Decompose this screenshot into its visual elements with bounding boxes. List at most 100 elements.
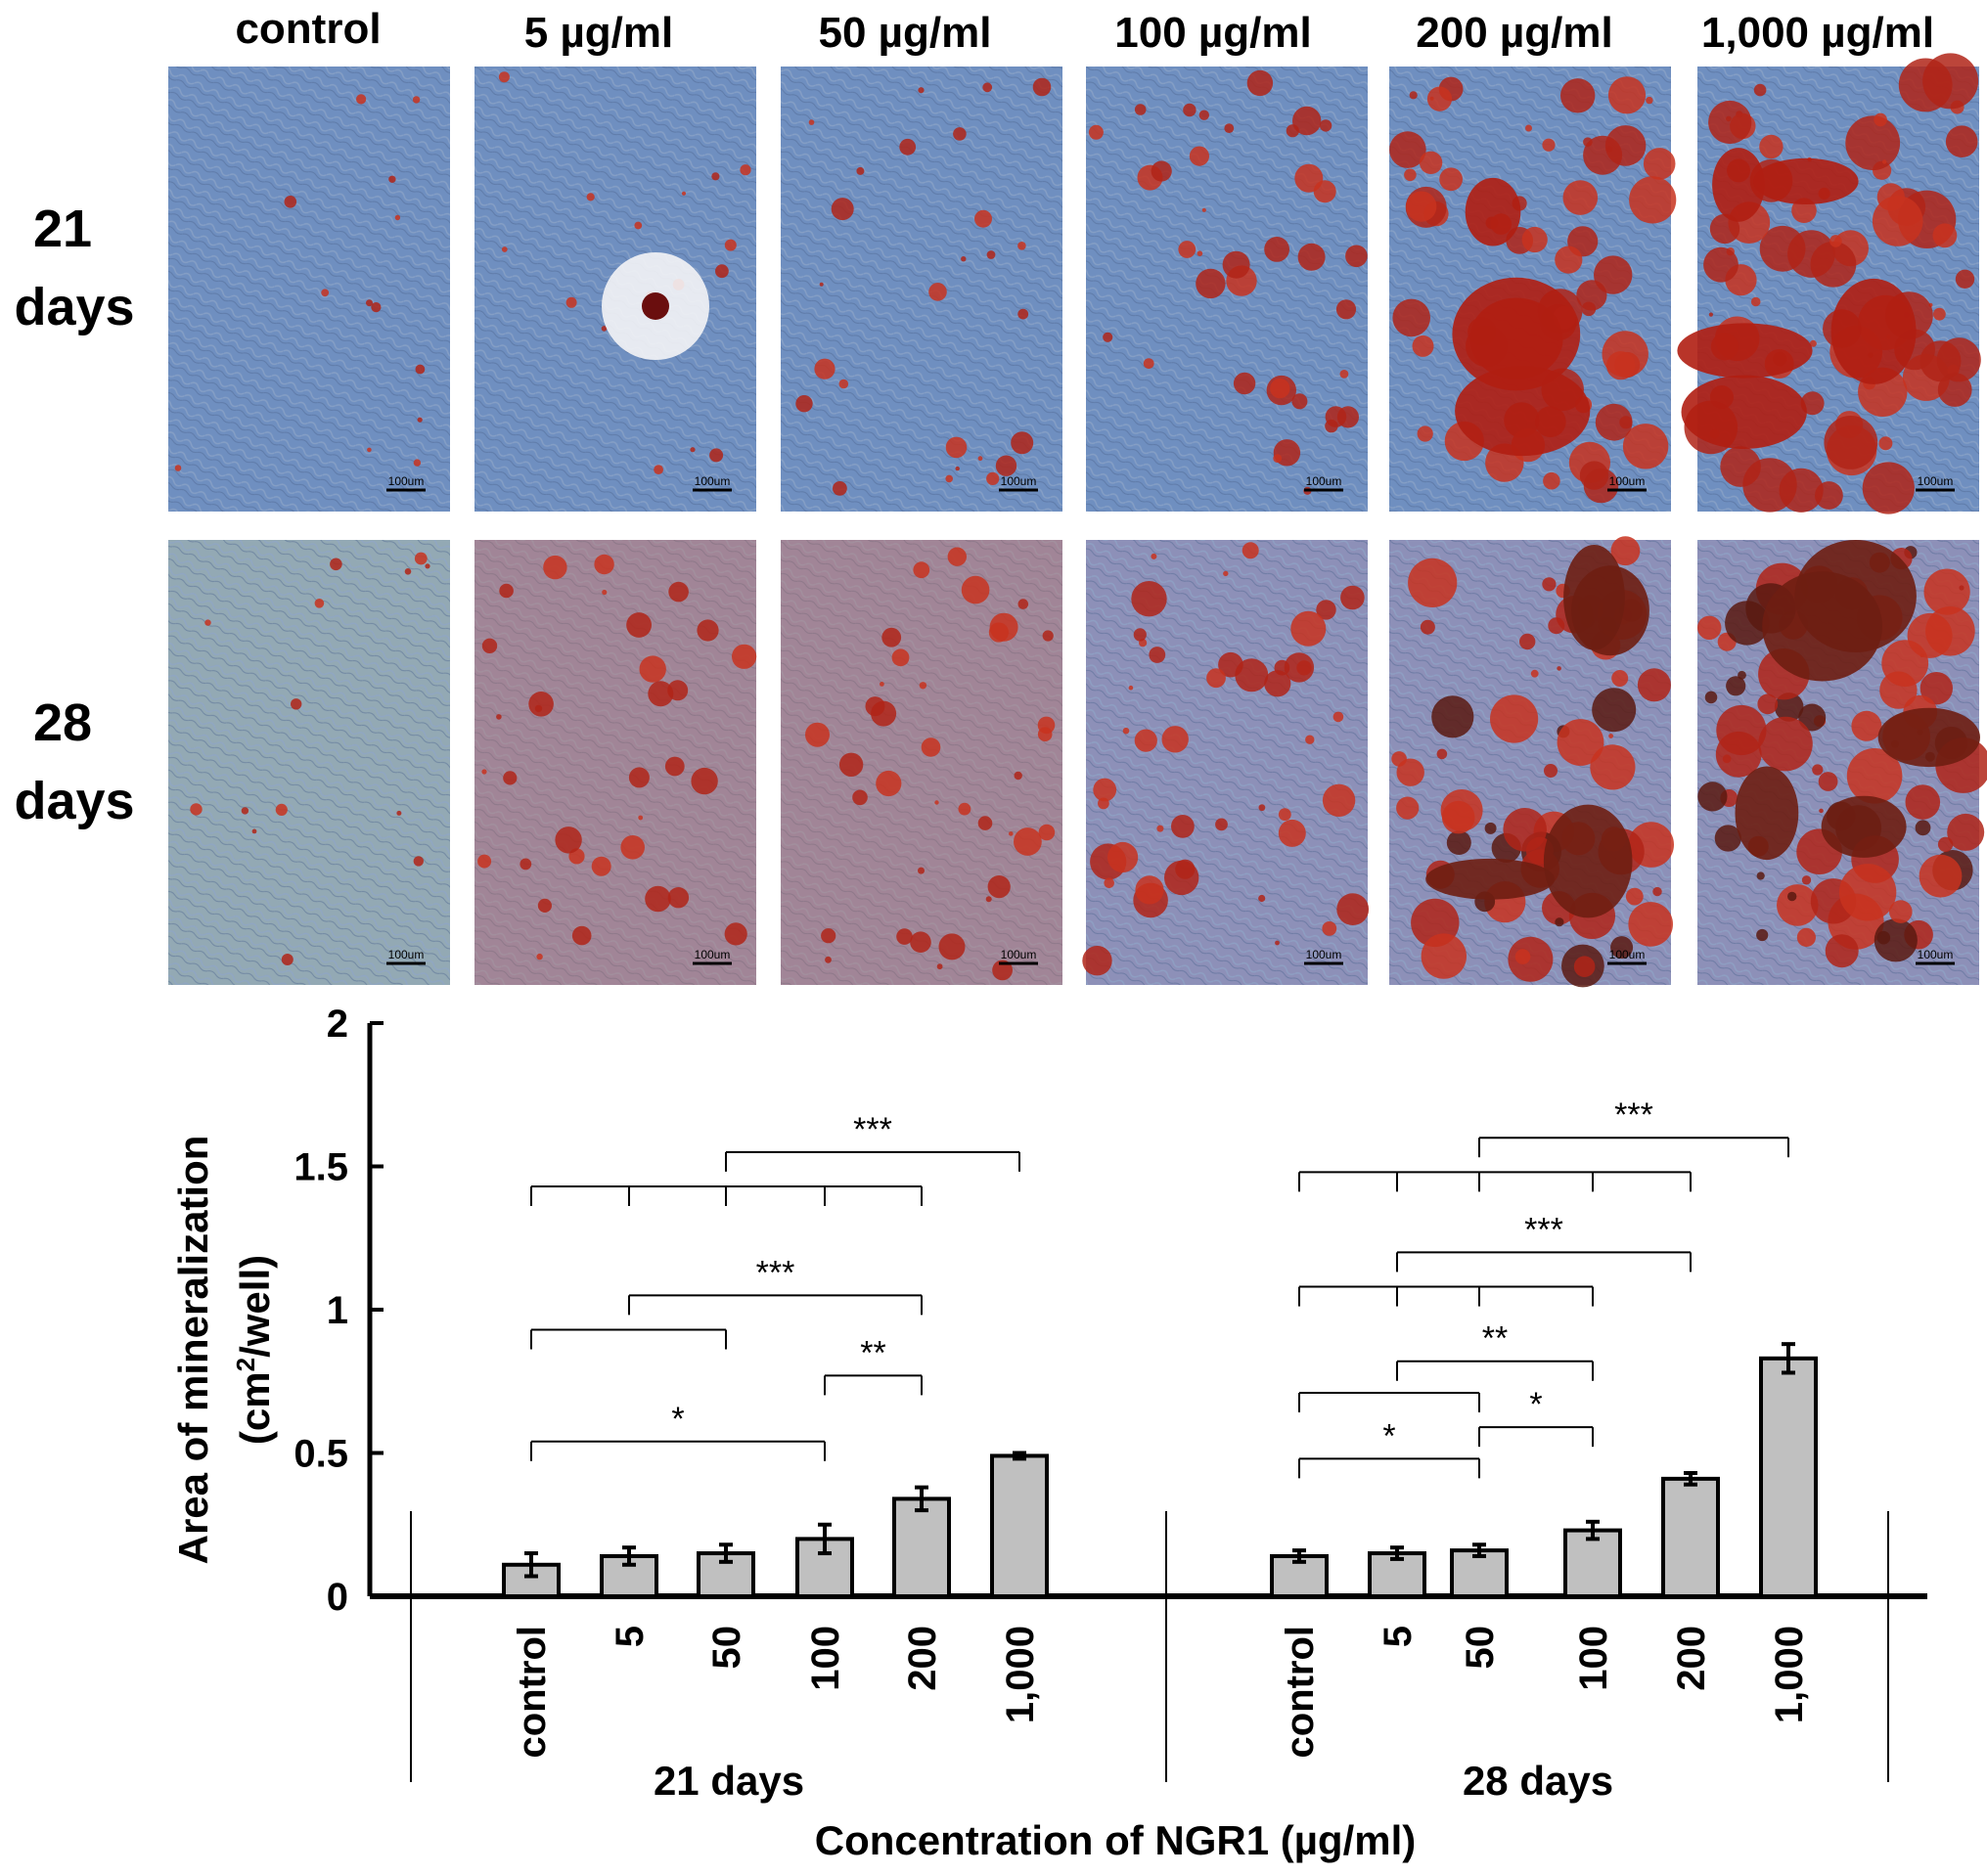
significance-label: * (1529, 1386, 1542, 1423)
micrograph-r0-c2: 100um (781, 67, 1062, 512)
group-label: 28 days (1463, 1758, 1613, 1804)
y-tick-label: 0 (327, 1576, 348, 1619)
row-label-28-days: days (14, 772, 134, 830)
bar (1563, 1528, 1622, 1598)
y-axis-label-line2: (cm2/well) (231, 1255, 278, 1445)
micrograph-r0-c5: 100um (1677, 53, 1981, 514)
significance-bracket: *** (1396, 1211, 1692, 1273)
y-tick-label: 1.5 (294, 1146, 348, 1189)
col-label-control: control (235, 5, 381, 53)
scale-bar-text: 100um (695, 948, 731, 961)
significance-bracket (530, 1185, 923, 1207)
scale-bar: 100um (999, 948, 1038, 965)
x-tick-label: control (1279, 1626, 1322, 1759)
scale-bar: 100um (386, 948, 426, 965)
significance-label: ** (860, 1334, 885, 1371)
scale-bar-text: 100um (695, 474, 731, 488)
significance-bracket: *** (628, 1254, 923, 1316)
col-label-200: 200 µg/ml (1416, 9, 1612, 57)
y-tick-label: 2 (327, 1003, 348, 1046)
group-label: 21 days (654, 1758, 804, 1804)
micrograph-r0-c1: 100um (474, 67, 756, 512)
x-tick-label: 100 (804, 1626, 847, 1691)
x-tick-label: 5 (1377, 1626, 1420, 1647)
micrograph-r0-c3: 100um (1086, 67, 1368, 512)
y-axis-label-sup: 2 (231, 1358, 260, 1371)
row-label-21-number: 21 (33, 200, 92, 258)
row-label-28-number: 28 (33, 693, 92, 752)
scale-bar-text: 100um (1306, 474, 1342, 488)
scale-bar: 100um (1607, 474, 1647, 492)
scale-bar: 100um (1304, 948, 1343, 965)
significance-label: *** (853, 1111, 892, 1148)
micrograph-r1-c4: 100um (1389, 536, 1674, 988)
significance-label: *** (1614, 1096, 1653, 1134)
scale-bar: 100um (386, 474, 426, 492)
col-label-5: 5 µg/ml (524, 9, 674, 57)
scale-bar: 100um (999, 474, 1038, 492)
x-tick-label: 50 (1459, 1626, 1502, 1670)
micrograph-grid: 100um 100um 100um 100um 100um 100um 100um 100um… (168, 53, 1987, 988)
significance-bracket (1298, 1391, 1480, 1412)
micrograph-r1-c1: 100um (474, 540, 757, 985)
scale-bar: 100um (1607, 948, 1647, 965)
x-tick-label: 50 (705, 1626, 748, 1670)
significance-bracket (1298, 1171, 1692, 1192)
significance-label: * (1382, 1417, 1395, 1454)
scale-bar-text: 100um (1306, 948, 1342, 961)
x-tick-label: 200 (901, 1626, 944, 1691)
significance-bracket: ** (824, 1334, 923, 1396)
col-label-1000: 1,000 µg/ml (1701, 9, 1934, 57)
scale-bar-text: 100um (388, 474, 425, 488)
micrograph-r0-c0: 100um (168, 67, 450, 512)
micrograph-r1-c3: 100um (1082, 540, 1370, 985)
x-tick-label: 100 (1572, 1626, 1615, 1691)
scale-bar-text: 100um (1918, 948, 1954, 961)
significance-bracket (1298, 1285, 1594, 1307)
significance-bracket: *** (725, 1111, 1020, 1172)
x-tick-label: 1,000 (1768, 1626, 1811, 1723)
significance-label: *** (1524, 1211, 1563, 1248)
significance-bracket: * (1298, 1417, 1480, 1479)
scale-bar-text: 100um (1609, 474, 1646, 488)
significance-bracket: ** (1396, 1320, 1594, 1381)
bar (1759, 1356, 1818, 1599)
bar (892, 1496, 951, 1599)
bar (990, 1453, 1049, 1599)
x-axis-label: Concentration of NGR1 (µg/ml) (815, 1817, 1417, 1863)
micrograph-r1-c2: 100um (781, 540, 1062, 985)
y-tick-label: 1 (327, 1289, 348, 1332)
significance-label: * (671, 1401, 684, 1438)
x-tick-label: 1,000 (999, 1626, 1042, 1723)
significance-bracket (530, 1328, 727, 1350)
row-label-21-days: days (14, 278, 134, 336)
x-tick-label: control (511, 1626, 554, 1759)
significance-bracket: * (1478, 1386, 1594, 1448)
y-tick-label: 0.5 (294, 1433, 348, 1476)
x-tick-label: 5 (609, 1626, 652, 1647)
col-label-50: 50 µg/ml (819, 9, 992, 57)
bar (1661, 1476, 1720, 1598)
significance-bracket: * (530, 1401, 826, 1461)
y-axis-label-pre: (cm (232, 1371, 278, 1445)
scale-bar-text: 100um (1001, 474, 1037, 488)
y-axis-label-line1: Area of mineralization (170, 1136, 216, 1565)
scale-bar: 100um (1916, 948, 1955, 965)
scale-bar-text: 100um (1001, 948, 1037, 961)
micrograph-r1-c5: 100um (1697, 540, 1987, 985)
significance-bracket: *** (1478, 1096, 1789, 1158)
scale-bar: 100um (693, 474, 732, 492)
col-label-100: 100 µg/ml (1114, 9, 1311, 57)
scale-bar-text: 100um (1918, 474, 1954, 488)
micrograph-r1-c0: 100um (168, 540, 450, 985)
scale-bar: 100um (1304, 474, 1343, 492)
scale-bar-text: 100um (1609, 948, 1646, 961)
scale-bar-text: 100um (388, 948, 425, 961)
micrograph-r0-c4: 100um (1389, 67, 1677, 512)
x-tick-label: 200 (1670, 1626, 1713, 1691)
scale-bar: 100um (1916, 474, 1955, 492)
